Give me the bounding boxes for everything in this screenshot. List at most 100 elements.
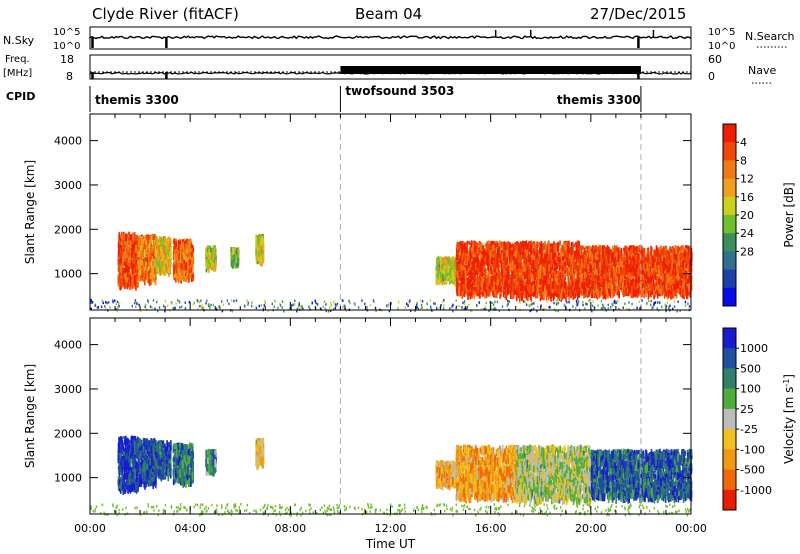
range-cell — [118, 245, 120, 254]
range-cell — [236, 250, 238, 260]
range-cell — [155, 254, 158, 260]
range-cell — [159, 244, 162, 249]
range-cell — [145, 246, 148, 251]
range-cell — [237, 249, 239, 253]
range-cell — [449, 275, 452, 282]
freq-label-line2: [MHz] — [3, 68, 32, 79]
range-cell — [236, 247, 238, 253]
range-cell — [182, 270, 184, 274]
range-cell — [445, 274, 448, 282]
range-cell — [531, 273, 534, 281]
range-cell — [444, 275, 447, 280]
range-cell — [177, 240, 180, 245]
range-cell — [550, 287, 553, 294]
range-cell — [205, 248, 207, 255]
range-cell — [488, 253, 490, 262]
range-cell — [261, 233, 264, 239]
range-cell — [187, 245, 189, 250]
range-cell — [258, 245, 261, 254]
cpid-segment-label: themis 3300 — [95, 93, 179, 107]
range-cell — [498, 248, 500, 258]
range-cell — [152, 264, 155, 273]
range-cell — [180, 266, 183, 270]
range-cell — [257, 256, 260, 262]
range-cell — [524, 241, 527, 250]
range-cell — [515, 293, 518, 302]
range-cell — [461, 286, 464, 291]
range-cell — [439, 264, 442, 274]
range-cell — [189, 258, 191, 265]
range-cell — [191, 274, 194, 278]
range-cell — [119, 255, 122, 262]
range-cell — [142, 247, 145, 252]
range-cell — [208, 258, 211, 264]
range-cell — [129, 249, 132, 255]
range-cell — [133, 267, 135, 276]
freq-band — [340, 66, 641, 74]
range-cell — [470, 242, 472, 248]
range-cell — [164, 262, 166, 267]
range-cell — [181, 249, 183, 258]
range-cell — [456, 277, 458, 282]
range-cell — [471, 272, 474, 280]
range-cell — [168, 254, 170, 263]
range-cell — [499, 258, 501, 264]
range-cell — [124, 266, 127, 270]
scatter-region — [435, 256, 458, 287]
range-cell — [451, 261, 453, 265]
range-cell — [131, 274, 134, 278]
freq-frame — [89, 54, 692, 80]
range-cell — [468, 241, 471, 246]
range-cell — [132, 232, 134, 240]
date-title: 27/Dec/2015 — [590, 5, 686, 23]
range-cell — [441, 264, 444, 270]
range-cell — [496, 278, 499, 287]
range-cell — [231, 255, 233, 261]
range-cell — [257, 242, 260, 246]
range-cell — [186, 274, 188, 283]
range-cell — [175, 254, 177, 261]
range-cell — [497, 250, 499, 259]
range-cell — [191, 253, 193, 258]
range-cell — [474, 252, 477, 258]
range-cell — [117, 241, 120, 249]
range-cell — [440, 273, 442, 278]
range-cell — [499, 282, 501, 286]
range-cell — [152, 250, 154, 257]
scatter-region — [137, 233, 157, 286]
range-cell — [443, 277, 446, 284]
range-cell — [487, 259, 489, 266]
range-cell — [135, 276, 138, 285]
range-cell — [259, 255, 261, 265]
range-cell — [148, 273, 150, 280]
range-cell — [153, 244, 156, 249]
range-cell — [501, 252, 503, 260]
range-cell — [119, 276, 122, 281]
beam-title: Beam 04 — [355, 5, 422, 23]
range-cell — [210, 247, 212, 253]
range-cell — [442, 257, 444, 262]
range-cell — [173, 245, 175, 254]
range-cell — [576, 262, 579, 266]
range-cell — [209, 259, 212, 263]
range-cell — [167, 238, 169, 243]
range-cell — [476, 276, 479, 285]
range-cell — [128, 231, 131, 240]
range-cell — [567, 245, 570, 254]
range-cell — [155, 243, 158, 252]
range-cell — [437, 271, 439, 280]
range-cell — [153, 234, 156, 242]
range-cell — [488, 243, 490, 253]
range-cell — [234, 260, 237, 269]
range-cell — [466, 279, 468, 284]
range-cell — [175, 275, 177, 283]
range-cell — [208, 248, 210, 257]
range-cell — [121, 261, 124, 271]
range-cell — [559, 262, 561, 266]
range-cell — [185, 271, 187, 276]
range-cell — [167, 247, 170, 251]
range-cell — [166, 258, 168, 263]
range-cell — [215, 259, 217, 266]
range-cell — [130, 234, 132, 242]
